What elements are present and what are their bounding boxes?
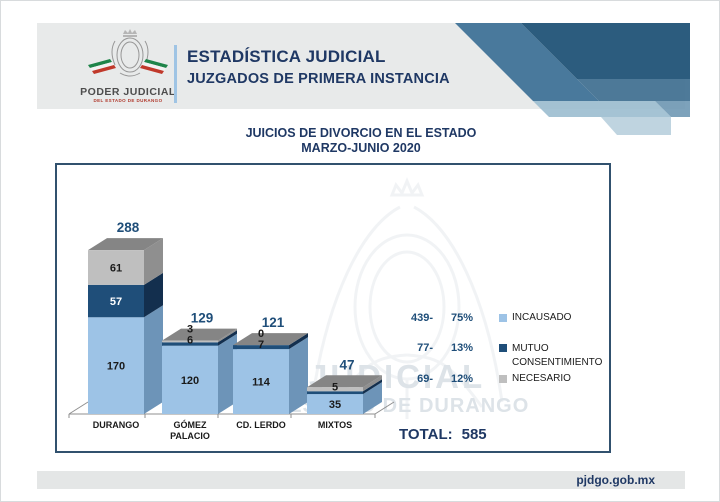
header-divider [174,45,177,103]
svg-text:129: 129 [191,311,214,326]
legend-label: NECESARIO [512,373,571,384]
stat-count: 69- [417,372,433,385]
legend-row-necesario: 69- 12% NECESARIO [387,372,624,386]
watermark-crest-icon [310,177,504,419]
svg-text:0: 0 [258,328,264,340]
total-line: TOTAL: 585 [399,426,487,443]
stat-percent: 75% [450,311,473,324]
header-band: PODER JUDICIAL DEL ESTADO DE DURANGO EST… [37,23,690,135]
svg-text:170: 170 [107,361,125,373]
svg-text:121: 121 [262,315,285,330]
total-label: TOTAL: [399,426,453,443]
svg-text:288: 288 [117,220,140,235]
flag-ribbon-left [88,59,116,74]
svg-text:3: 3 [187,324,193,336]
svg-text:MIXTOS: MIXTOS [318,420,352,430]
header-subtitle: JUZGADOS DE PRIMERA INSTANCIA [187,71,450,87]
svg-text:GÓMEZ: GÓMEZ [174,419,208,430]
header-titles: ESTADÍSTICA JUDICIAL JUZGADOS DE PRIMERA… [187,47,450,87]
legend-swatch-mutuo [499,344,507,352]
svg-text:PALACIO: PALACIO [170,431,210,441]
legend-label: INCAUSADO [512,312,572,323]
legend-swatch-incausado [499,313,507,322]
svg-text:120: 120 [181,375,199,387]
svg-text:57: 57 [110,296,122,308]
svg-text:35: 35 [329,399,341,411]
svg-text:6: 6 [187,335,193,347]
corner-decoration [455,23,690,135]
stat-percent: 13% [450,342,473,354]
chart-area: JUDICIAL DEL ESTADO DE DURANGO 170 57 61 28… [55,163,611,453]
header-title: ESTADÍSTICA JUDICIAL [187,47,386,66]
svg-text:5: 5 [332,381,338,393]
flag-ribbon-right [140,59,168,74]
logo-subname: DEL ESTADO DE DURANGO [93,98,163,103]
legend-label: MUTUO CONSENTIMIENTO [512,343,603,368]
total-value: 585 [461,426,487,443]
svg-text:7: 7 [258,339,264,351]
legend-row-incausado: 439- 75% INCAUSADO [387,311,624,325]
chart-title-block: JUICIOS DE DIVORCIO EN EL ESTADO MARZO-J… [37,126,685,155]
footer-band: pjdgo.gob.mx [37,471,685,489]
logo-name: PODER JUDICIAL [80,86,176,98]
svg-text:114: 114 [252,377,271,389]
legend-swatch-necesario [499,374,507,383]
crest-icon [88,29,168,77]
svg-text:CD. LERDO: CD. LERDO [236,420,286,430]
svg-text:DURANGO: DURANGO [93,420,140,430]
stacked-bar-chart: 1705761288DURANGO12063129GÓMEZPALACIO114… [68,220,395,441]
svg-text:61: 61 [110,262,122,274]
slide-content: PODER JUDICIAL DEL ESTADO DE DURANGO EST… [37,23,690,489]
stat-count: 439- [410,311,433,324]
svg-text:47: 47 [339,357,354,372]
footer-url: pjdgo.gob.mx [576,473,655,487]
legend-row-mutuo: 77- 13% MUTUO CONSENTIMIENTO [387,342,624,369]
stat-count: 77- [417,342,433,354]
chart-title-line1: JUICIOS DE DIVORCIO EN EL ESTADO [245,126,477,140]
stat-percent: 12% [450,372,473,385]
institution-logo: PODER JUDICIAL DEL ESTADO DE DURANGO [73,27,183,109]
chart-title-line2: MARZO-JUNIO 2020 [301,141,421,155]
